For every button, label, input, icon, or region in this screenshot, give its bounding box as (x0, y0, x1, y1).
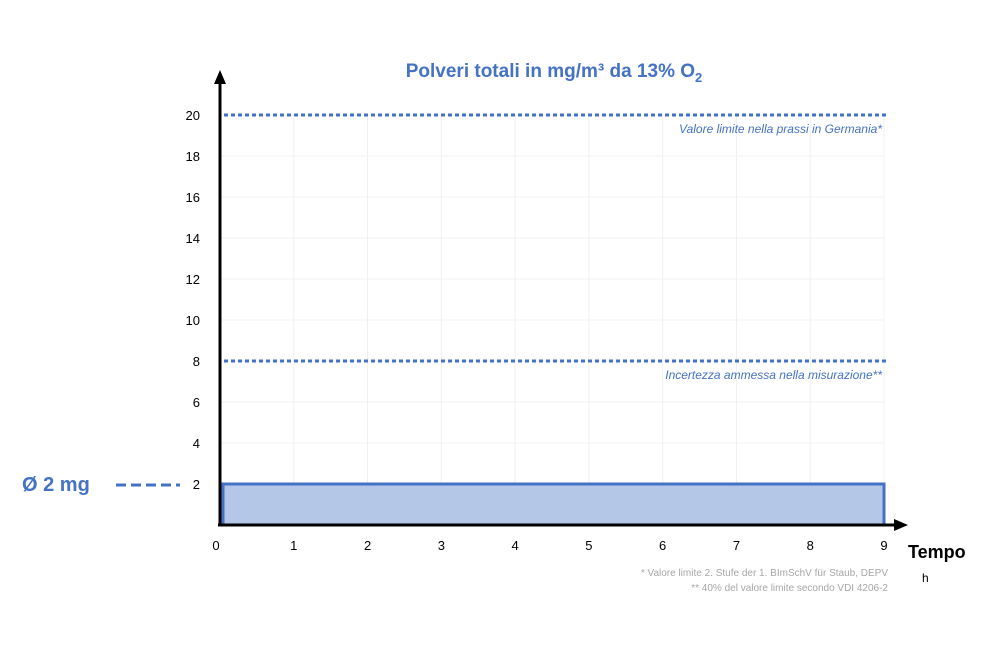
footnote-1: * Valore limite 2. Stufe der 1. BImSchV … (641, 568, 888, 579)
x-tick-label: 0 (212, 538, 219, 553)
x-tick-label: 4 (511, 538, 518, 553)
x-tick-label: 8 (807, 538, 814, 553)
y-tick-label: 20 (186, 108, 200, 123)
chart-title-subscript: 2 (695, 70, 702, 85)
reference-line-label: Incertezza ammessa nella misurazione** (665, 368, 882, 382)
x-tick-label: 5 (585, 538, 592, 553)
y-axis-arrow (214, 70, 226, 84)
x-tick-label: 9 (880, 538, 887, 553)
y-tick-label: 8 (193, 354, 200, 369)
chart-title-main: Polveri totali in mg/m³ da 13% O (406, 61, 695, 82)
x-tick-label: 2 (364, 538, 371, 553)
x-axis-unit: h (922, 571, 929, 585)
y-tick-label: 14 (186, 231, 200, 246)
reference-lines: Valore limite nella prassi in Germania* I… (224, 113, 886, 382)
average-label: Ø 2 mg (22, 474, 90, 496)
y-tick-label: 6 (193, 395, 200, 410)
reference-line-label: Valore limite nella prassi in Germania* (679, 122, 882, 136)
x-tick-label: 3 (438, 538, 445, 553)
footnote-2: ** 40% del valore limite secondo VDI 420… (691, 583, 888, 594)
x-axis-arrow (894, 519, 908, 531)
x-tick-label: 6 (659, 538, 666, 553)
y-tick-label: 10 (186, 313, 200, 328)
y-tick-label: 18 (186, 149, 200, 164)
y-tick-label: 16 (186, 190, 200, 205)
x-tick-label: 1 (290, 538, 297, 553)
x-axis-title: Tempo (908, 542, 966, 562)
axes (214, 70, 908, 531)
bar-layer (221, 482, 886, 527)
x-tick-label: 7 (733, 538, 740, 553)
y-tick-label: 2 (193, 477, 200, 492)
chart-title: Polveri totali in mg/m³ da 13% O2 (406, 61, 703, 85)
y-tick-label: 4 (193, 436, 200, 451)
grid-layer (220, 114, 885, 525)
bar (221, 482, 886, 527)
y-tick-label: 12 (186, 272, 200, 287)
